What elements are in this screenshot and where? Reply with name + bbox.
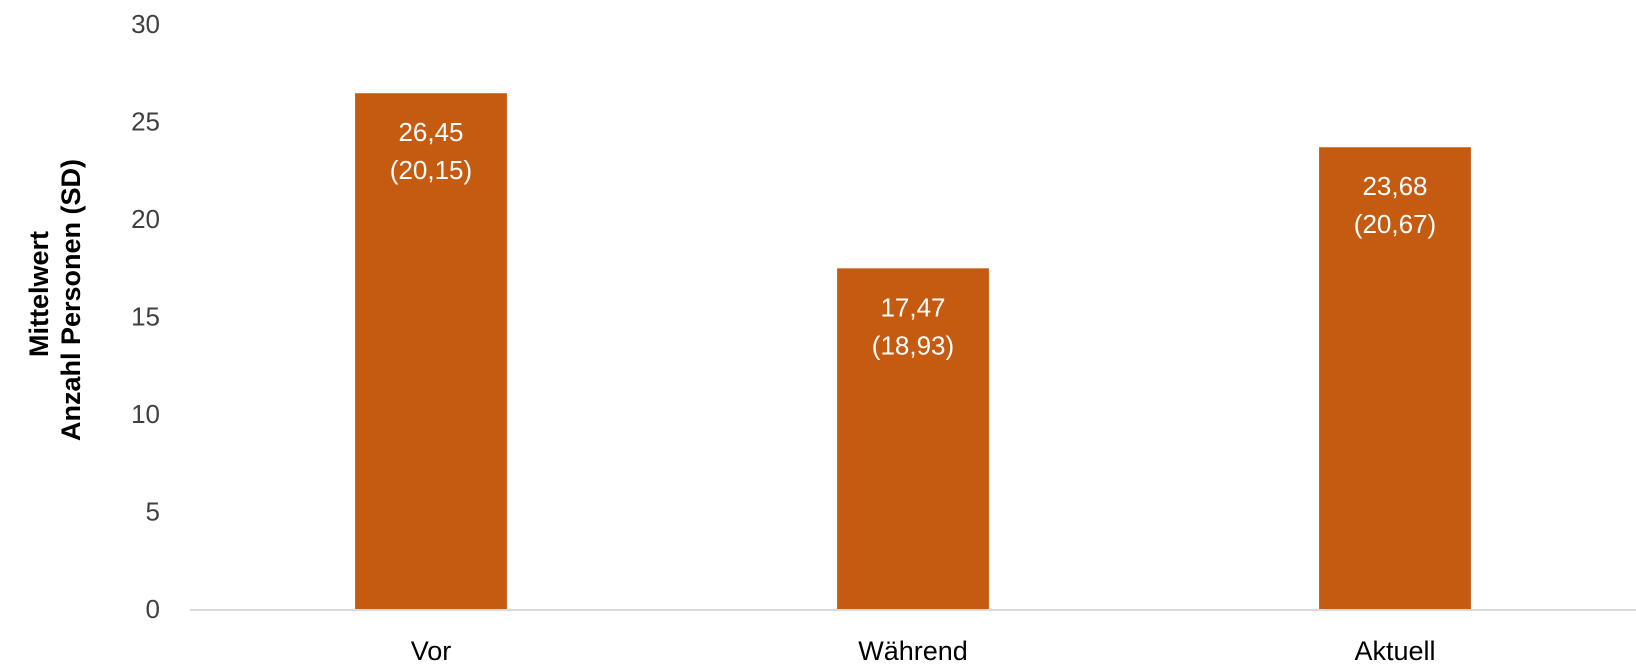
y-tick-label: 25 [131, 107, 160, 137]
y-tick-label: 0 [146, 594, 160, 624]
bar-sd-label: (20,67) [1354, 209, 1436, 239]
bar-sd-label: (18,93) [872, 330, 954, 360]
bar-value-label: 17,47 [880, 292, 945, 322]
category-labels: Vor Während Aktuell [411, 636, 1436, 666]
y-tick-label: 15 [131, 302, 160, 332]
y-axis-title-line-2: Anzahl Personen (SD) [56, 159, 86, 441]
bar-value-label: 23,68 [1362, 171, 1427, 201]
y-axis-title-line-1: Mittelwert [24, 231, 54, 357]
bar [837, 268, 989, 609]
bars: 26,45 (20,15) 17,47 (18,93) 23,68 (20,67) [355, 93, 1471, 610]
y-axis-ticks: 0 5 10 15 20 25 30 [131, 9, 160, 624]
category-label: Während [858, 636, 968, 666]
y-tick-label: 10 [131, 399, 160, 429]
category-label: Aktuell [1354, 636, 1435, 666]
bar [1319, 147, 1471, 610]
bar-sd-label: (20,15) [390, 155, 472, 185]
y-tick-label: 20 [131, 204, 160, 234]
y-tick-label: 30 [131, 9, 160, 39]
bar [355, 93, 507, 610]
bar-value-label: 26,45 [398, 117, 463, 147]
y-tick-label: 5 [146, 497, 160, 527]
category-label: Vor [411, 636, 452, 666]
